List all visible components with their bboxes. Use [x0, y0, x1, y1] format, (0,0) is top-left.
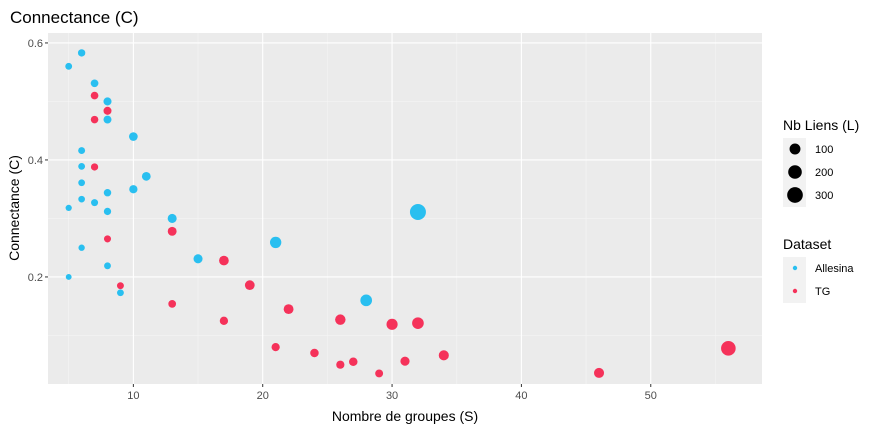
data-point-allesina [78, 244, 85, 251]
data-points [65, 49, 736, 378]
data-point-tg [90, 163, 99, 171]
size-legend-label: 300 [815, 190, 833, 202]
y-axis-ticks: 0.2 0.4 0.6 [28, 38, 48, 284]
data-point-tg [90, 91, 99, 100]
data-point-allesina [103, 207, 112, 216]
color-legend-key [792, 288, 798, 294]
data-point-tg [721, 341, 736, 356]
y-tick-label: 0.2 [28, 272, 43, 284]
data-point-tg [349, 357, 358, 367]
size-legend-title: Nb Liens (L) [783, 117, 859, 133]
plot-panel [48, 33, 762, 384]
x-tick-label: 30 [386, 390, 398, 402]
data-point-tg [310, 348, 319, 358]
y-axis-title: Connectance (C) [6, 155, 22, 261]
size-legend-key [789, 143, 801, 155]
data-point-allesina [141, 171, 151, 181]
size-legend: Nb Liens (L) 100 200 300 [783, 117, 859, 207]
data-point-allesina [90, 79, 99, 88]
data-point-allesina [78, 195, 85, 203]
data-point-allesina [65, 274, 72, 280]
data-point-allesina [117, 289, 124, 297]
data-point-allesina [103, 97, 112, 106]
color-legend-key [792, 265, 798, 271]
data-point-tg [219, 255, 229, 266]
data-point-allesina [409, 204, 426, 221]
data-point-allesina [78, 147, 86, 155]
major-gridlines [48, 33, 762, 384]
color-legend: Dataset Allesina TG [783, 236, 854, 303]
data-point-tg [116, 282, 124, 290]
data-point-allesina [91, 199, 99, 207]
x-tick-label: 40 [515, 390, 527, 402]
data-point-tg [244, 280, 255, 290]
data-point-tg [386, 318, 398, 330]
data-point-allesina [360, 294, 373, 307]
data-point-allesina [65, 62, 73, 70]
data-point-tg [103, 106, 112, 115]
size-legend-label: 100 [815, 144, 833, 156]
data-point-tg [335, 314, 346, 325]
y-tick-label: 0.6 [28, 38, 43, 50]
y-tick-label: 0.4 [28, 155, 43, 167]
x-tick-label: 50 [645, 390, 657, 402]
data-point-allesina [78, 162, 86, 170]
data-point-tg [103, 235, 112, 243]
x-tick-label: 10 [127, 390, 139, 402]
size-legend-key [788, 165, 802, 179]
data-point-tg [375, 369, 384, 378]
data-point-tg [336, 360, 345, 369]
data-point-allesina [193, 254, 203, 264]
size-legend-key [787, 187, 803, 203]
data-point-tg [400, 356, 410, 366]
data-point-allesina [129, 185, 138, 194]
data-point-tg [412, 317, 424, 329]
data-point-allesina [269, 236, 282, 249]
data-point-tg [593, 367, 605, 378]
minor-gridlines [48, 33, 762, 384]
data-point-allesina [78, 179, 86, 187]
data-point-allesina [103, 115, 112, 124]
x-axis-title: Nombre de groupes (S) [332, 408, 478, 424]
x-tick-label: 20 [257, 390, 269, 402]
color-legend-title: Dataset [783, 236, 831, 252]
color-legend-label: Allesina [815, 263, 854, 275]
data-point-allesina [129, 132, 138, 141]
color-legend-keys-bg [783, 257, 806, 303]
x-axis-ticks: 10 20 30 40 50 [127, 384, 657, 402]
color-legend-label: TG [815, 286, 830, 298]
data-point-tg [438, 350, 449, 361]
size-legend-label: 200 [815, 167, 833, 179]
data-point-tg [283, 304, 294, 315]
data-point-tg [167, 226, 177, 236]
data-point-allesina [104, 262, 111, 270]
data-point-allesina [103, 188, 112, 197]
data-point-tg [168, 299, 177, 308]
data-point-allesina [167, 213, 177, 223]
data-point-tg [90, 115, 99, 124]
data-point-allesina [77, 49, 86, 57]
data-point-allesina [65, 204, 72, 212]
chart-title: Connectance (C) [10, 8, 139, 27]
data-point-tg [271, 343, 280, 352]
data-point-tg [219, 316, 229, 325]
